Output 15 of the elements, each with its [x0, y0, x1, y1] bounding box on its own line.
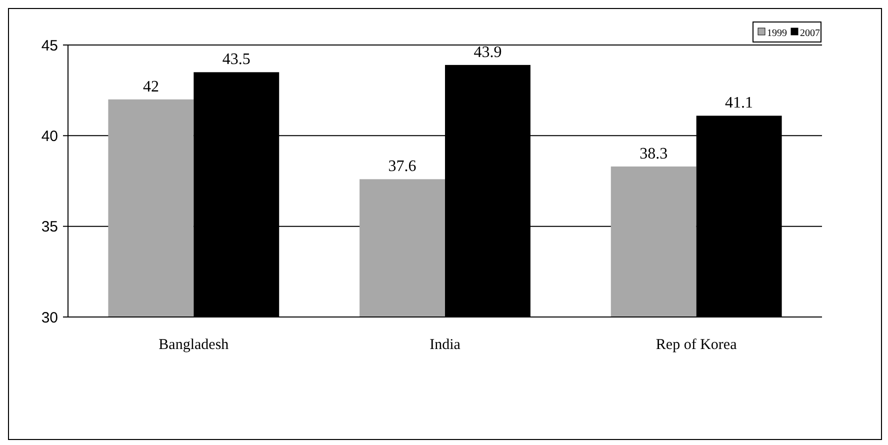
data-label: 41.1 [725, 94, 754, 112]
y-tick-label: 45 [41, 37, 58, 54]
data-label: 38.3 [640, 145, 668, 162]
legend-label: 1999 [767, 28, 787, 39]
y-tick-label: 35 [41, 218, 58, 236]
legend-label: 2007 [800, 28, 820, 39]
data-label: 37.6 [388, 158, 416, 176]
y-tick-label: 40 [41, 128, 58, 145]
x-tick-label: India [430, 337, 461, 353]
x-tick-label: Bangladesh [158, 337, 230, 353]
data-label: 43.9 [474, 44, 502, 61]
y-tick-label: 30 [41, 309, 58, 326]
x-tick-label: Rep of Korea [656, 337, 738, 353]
data-label: 42 [142, 78, 159, 96]
data-label: 43.5 [222, 51, 250, 68]
